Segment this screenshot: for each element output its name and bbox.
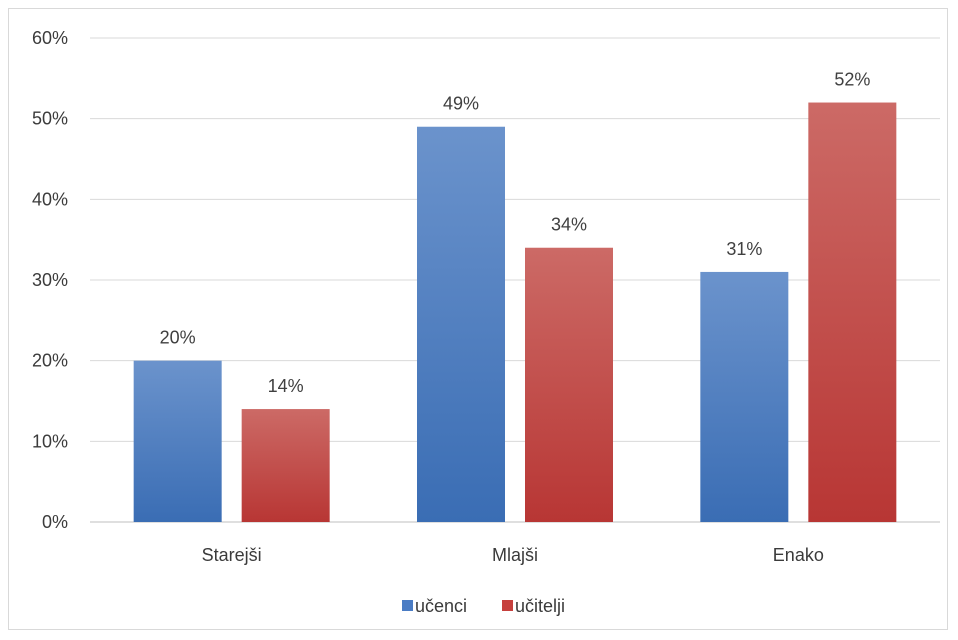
data-label: 52% (834, 70, 870, 90)
y-tick-label: 30% (32, 270, 68, 290)
y-tick-label: 40% (32, 189, 68, 209)
x-axis: Starejši Mlajši Enako (202, 545, 824, 565)
bar-učenci-Enako (700, 271, 789, 522)
y-tick-label: 20% (32, 351, 68, 371)
data-label: 49% (443, 94, 479, 114)
data-labels: 20% 14% 49% 34% 31% 52% (160, 70, 871, 397)
bar-učenci-Mlajši (417, 126, 505, 522)
data-label: 20% (160, 328, 196, 348)
legend-swatch (402, 600, 413, 611)
gridlines (90, 37, 940, 523)
data-label: 31% (726, 239, 762, 259)
bar-učenci-Starejši (133, 360, 222, 522)
x-tick-label: Starejši (202, 545, 262, 565)
legend-label: učenci (415, 596, 467, 616)
bar-učitelji-Starejši (241, 409, 330, 522)
legend: učenci učitelji (402, 596, 565, 616)
legend-label: učitelji (515, 596, 565, 616)
y-tick-label: 50% (32, 109, 68, 129)
bars (133, 102, 897, 523)
y-axis: 0% 10% 20% 30% 40% 50% 60% (32, 28, 68, 532)
bar-učitelji-Enako (808, 102, 897, 523)
data-label: 34% (551, 215, 587, 235)
x-tick-label: Enako (773, 545, 824, 565)
legend-swatch (502, 600, 513, 611)
data-label: 14% (268, 376, 304, 396)
y-tick-label: 10% (32, 431, 68, 451)
bar-učitelji-Mlajši (525, 247, 613, 522)
y-tick-label: 0% (42, 512, 68, 532)
x-tick-label: Mlajši (492, 545, 538, 565)
y-tick-label: 60% (32, 28, 68, 48)
